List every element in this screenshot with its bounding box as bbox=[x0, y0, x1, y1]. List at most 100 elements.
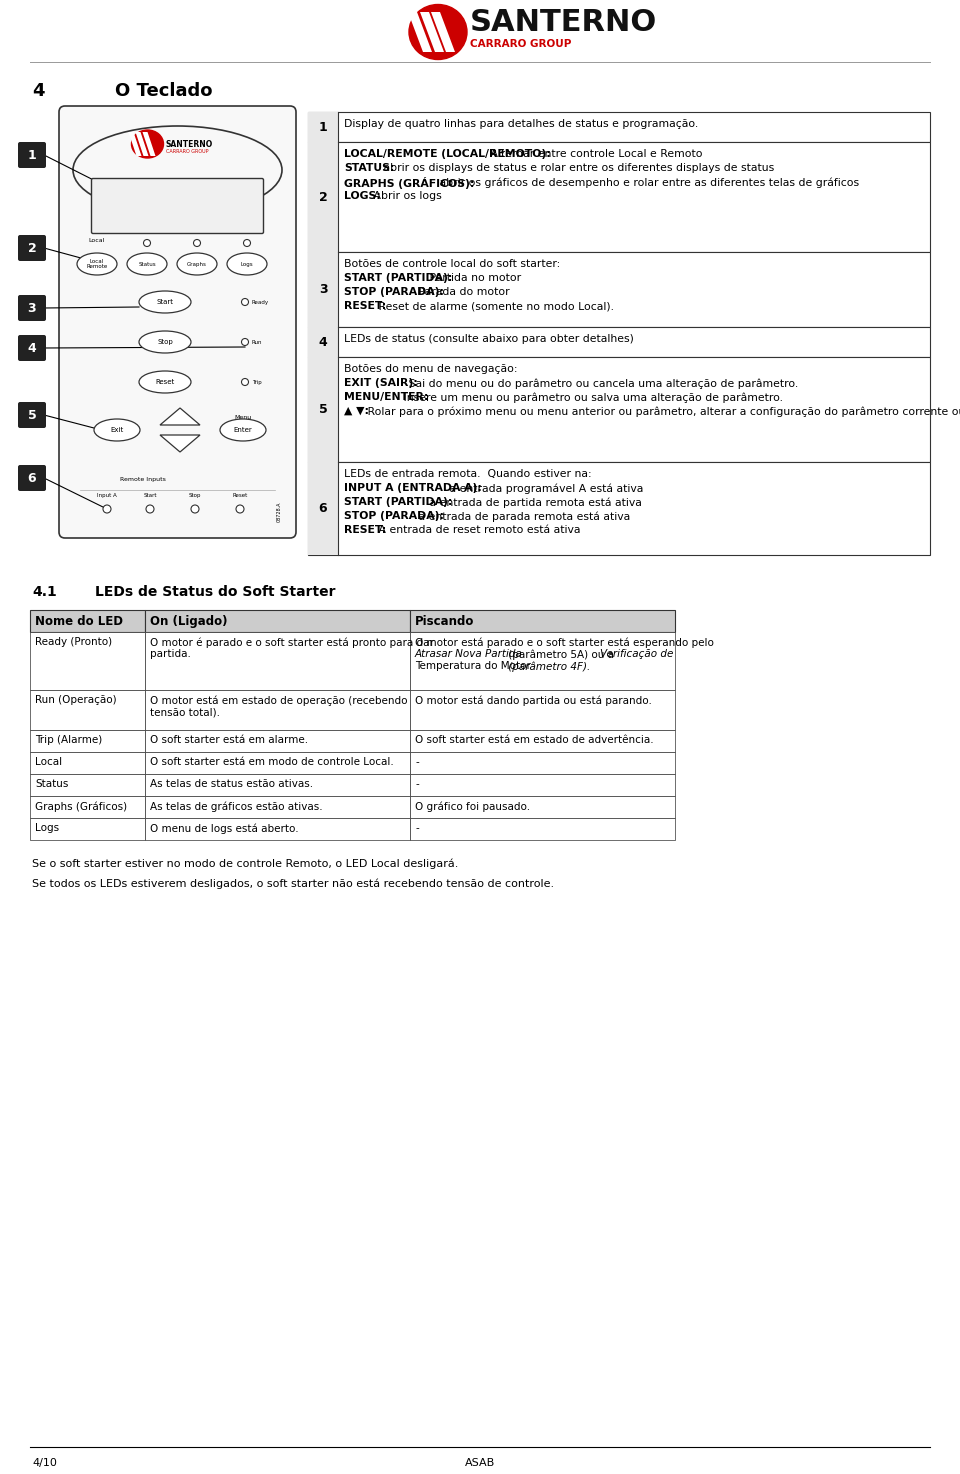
Ellipse shape bbox=[132, 130, 163, 158]
Circle shape bbox=[244, 239, 251, 246]
Text: 08728.A: 08728.A bbox=[277, 501, 282, 522]
Text: Reset de alarme (somente no modo Local).: Reset de alarme (somente no modo Local). bbox=[374, 301, 613, 311]
FancyBboxPatch shape bbox=[18, 234, 46, 261]
Text: RESET:: RESET: bbox=[344, 301, 386, 311]
Ellipse shape bbox=[139, 371, 191, 394]
Circle shape bbox=[143, 239, 151, 246]
Text: O motor está em estado de operação (recebendo: O motor está em estado de operação (rece… bbox=[150, 696, 407, 706]
Text: 4: 4 bbox=[28, 342, 36, 355]
Text: SANTERNO: SANTERNO bbox=[165, 140, 213, 149]
Polygon shape bbox=[160, 408, 200, 425]
Text: Reset: Reset bbox=[232, 492, 248, 498]
FancyBboxPatch shape bbox=[308, 142, 930, 252]
FancyBboxPatch shape bbox=[145, 752, 410, 774]
Text: 5: 5 bbox=[28, 408, 36, 422]
FancyBboxPatch shape bbox=[410, 796, 675, 818]
Text: 2: 2 bbox=[319, 190, 327, 203]
Ellipse shape bbox=[94, 419, 140, 441]
Text: STOP (PARADA):: STOP (PARADA): bbox=[344, 511, 444, 520]
Text: Display de quatro linhas para detalhes de status e programação.: Display de quatro linhas para detalhes d… bbox=[344, 119, 698, 130]
Text: LOCAL/REMOTE (LOCAL/REMOTO):: LOCAL/REMOTE (LOCAL/REMOTO): bbox=[344, 149, 551, 159]
Text: LEDs de Status do Soft Starter: LEDs de Status do Soft Starter bbox=[95, 585, 335, 598]
FancyBboxPatch shape bbox=[18, 335, 46, 361]
Text: Botões do menu de navegação:: Botões do menu de navegação: bbox=[344, 364, 517, 374]
Text: O soft starter está em estado de advertência.: O soft starter está em estado de advertê… bbox=[415, 736, 654, 744]
Polygon shape bbox=[129, 133, 141, 156]
Text: Nome do LED: Nome do LED bbox=[35, 615, 123, 628]
Ellipse shape bbox=[220, 419, 266, 441]
Circle shape bbox=[236, 506, 244, 513]
FancyBboxPatch shape bbox=[308, 461, 930, 556]
FancyBboxPatch shape bbox=[145, 818, 410, 840]
FancyBboxPatch shape bbox=[308, 142, 338, 252]
FancyBboxPatch shape bbox=[30, 690, 145, 730]
FancyBboxPatch shape bbox=[410, 610, 675, 632]
Text: CARRARO GROUP: CARRARO GROUP bbox=[470, 38, 571, 49]
Ellipse shape bbox=[409, 4, 467, 59]
FancyBboxPatch shape bbox=[30, 774, 145, 796]
Ellipse shape bbox=[227, 254, 267, 276]
Text: Abrir os logs: Abrir os logs bbox=[370, 192, 442, 200]
Text: Local: Local bbox=[89, 237, 106, 243]
Text: O motor está parado e o soft starter está esperando pelo: O motor está parado e o soft starter est… bbox=[415, 637, 714, 647]
Polygon shape bbox=[408, 12, 432, 52]
FancyBboxPatch shape bbox=[410, 632, 675, 690]
Text: 4/10: 4/10 bbox=[32, 1458, 57, 1468]
Text: Logs: Logs bbox=[35, 822, 60, 833]
FancyBboxPatch shape bbox=[30, 632, 145, 690]
Text: Sai do menu ou do parâmetro ou cancela uma alteração de parâmetro.: Sai do menu ou do parâmetro ou cancela u… bbox=[405, 377, 799, 389]
Text: Piscando: Piscando bbox=[415, 615, 474, 628]
Text: Exit: Exit bbox=[110, 427, 124, 433]
Text: 1: 1 bbox=[28, 149, 36, 162]
Text: abrir os gráficos de desempenho e rolar entre as diferentes telas de gráficos: abrir os gráficos de desempenho e rolar … bbox=[436, 177, 859, 187]
FancyBboxPatch shape bbox=[91, 178, 263, 233]
FancyBboxPatch shape bbox=[308, 327, 930, 357]
Text: 4: 4 bbox=[32, 83, 44, 100]
Text: SANTERNO: SANTERNO bbox=[470, 7, 658, 37]
FancyBboxPatch shape bbox=[308, 327, 338, 357]
Text: Run: Run bbox=[252, 339, 262, 345]
FancyBboxPatch shape bbox=[59, 106, 296, 538]
Text: Start: Start bbox=[143, 492, 156, 498]
FancyBboxPatch shape bbox=[145, 796, 410, 818]
Text: CARRARO GROUP: CARRARO GROUP bbox=[165, 149, 208, 153]
Text: Trip: Trip bbox=[252, 379, 262, 385]
Text: Botões de controle local do soft starter:: Botões de controle local do soft starter… bbox=[344, 259, 561, 268]
Text: STATUS:: STATUS: bbox=[344, 164, 395, 172]
Text: Ready (Pronto): Ready (Pronto) bbox=[35, 637, 112, 647]
Text: EXIT (SAIR):: EXIT (SAIR): bbox=[344, 377, 418, 388]
Polygon shape bbox=[135, 133, 149, 156]
Text: MENU/ENTER:: MENU/ENTER: bbox=[344, 392, 428, 402]
Text: a entrada de partida remota está ativa: a entrada de partida remota está ativa bbox=[425, 497, 641, 507]
FancyBboxPatch shape bbox=[18, 402, 46, 427]
Text: Input A: Input A bbox=[97, 492, 117, 498]
FancyBboxPatch shape bbox=[308, 357, 338, 461]
Text: (parâmetro 5A) ou a: (parâmetro 5A) ou a bbox=[505, 649, 617, 659]
Text: GRAPHS (GRÁFICOS):: GRAPHS (GRÁFICOS): bbox=[344, 177, 474, 189]
Text: Temperatura do Motor: Temperatura do Motor bbox=[415, 660, 531, 671]
FancyBboxPatch shape bbox=[308, 112, 930, 142]
Text: 5: 5 bbox=[319, 402, 327, 416]
Text: Parada do motor: Parada do motor bbox=[416, 287, 510, 296]
FancyBboxPatch shape bbox=[30, 796, 145, 818]
Ellipse shape bbox=[139, 290, 191, 312]
Ellipse shape bbox=[77, 254, 117, 276]
Circle shape bbox=[146, 506, 154, 513]
Text: LEDs de status (consulte abaixo para obter detalhes): LEDs de status (consulte abaixo para obt… bbox=[344, 335, 634, 343]
Text: Alternar entre controle Local e Remoto: Alternar entre controle Local e Remoto bbox=[487, 149, 703, 159]
Text: Insere um menu ou parâmetro ou salva uma alteração de parâmetro.: Insere um menu ou parâmetro ou salva uma… bbox=[400, 392, 783, 402]
Text: LEDs de entrada remota.  Quando estiver na:: LEDs de entrada remota. Quando estiver n… bbox=[344, 469, 591, 479]
Ellipse shape bbox=[73, 125, 282, 214]
Text: Status: Status bbox=[35, 778, 68, 789]
Text: Rolar para o próximo menu ou menu anterior ou parâmetro, alterar a configuração : Rolar para o próximo menu ou menu anteri… bbox=[365, 405, 960, 417]
Text: RESET:: RESET: bbox=[344, 525, 386, 535]
Text: Run (Operação): Run (Operação) bbox=[35, 696, 116, 705]
FancyBboxPatch shape bbox=[18, 142, 46, 168]
Circle shape bbox=[103, 506, 111, 513]
Text: Reset: Reset bbox=[156, 379, 175, 385]
FancyBboxPatch shape bbox=[30, 730, 145, 752]
FancyBboxPatch shape bbox=[410, 690, 675, 730]
Circle shape bbox=[242, 339, 249, 345]
FancyBboxPatch shape bbox=[145, 690, 410, 730]
Text: Trip (Alarme): Trip (Alarme) bbox=[35, 736, 103, 744]
